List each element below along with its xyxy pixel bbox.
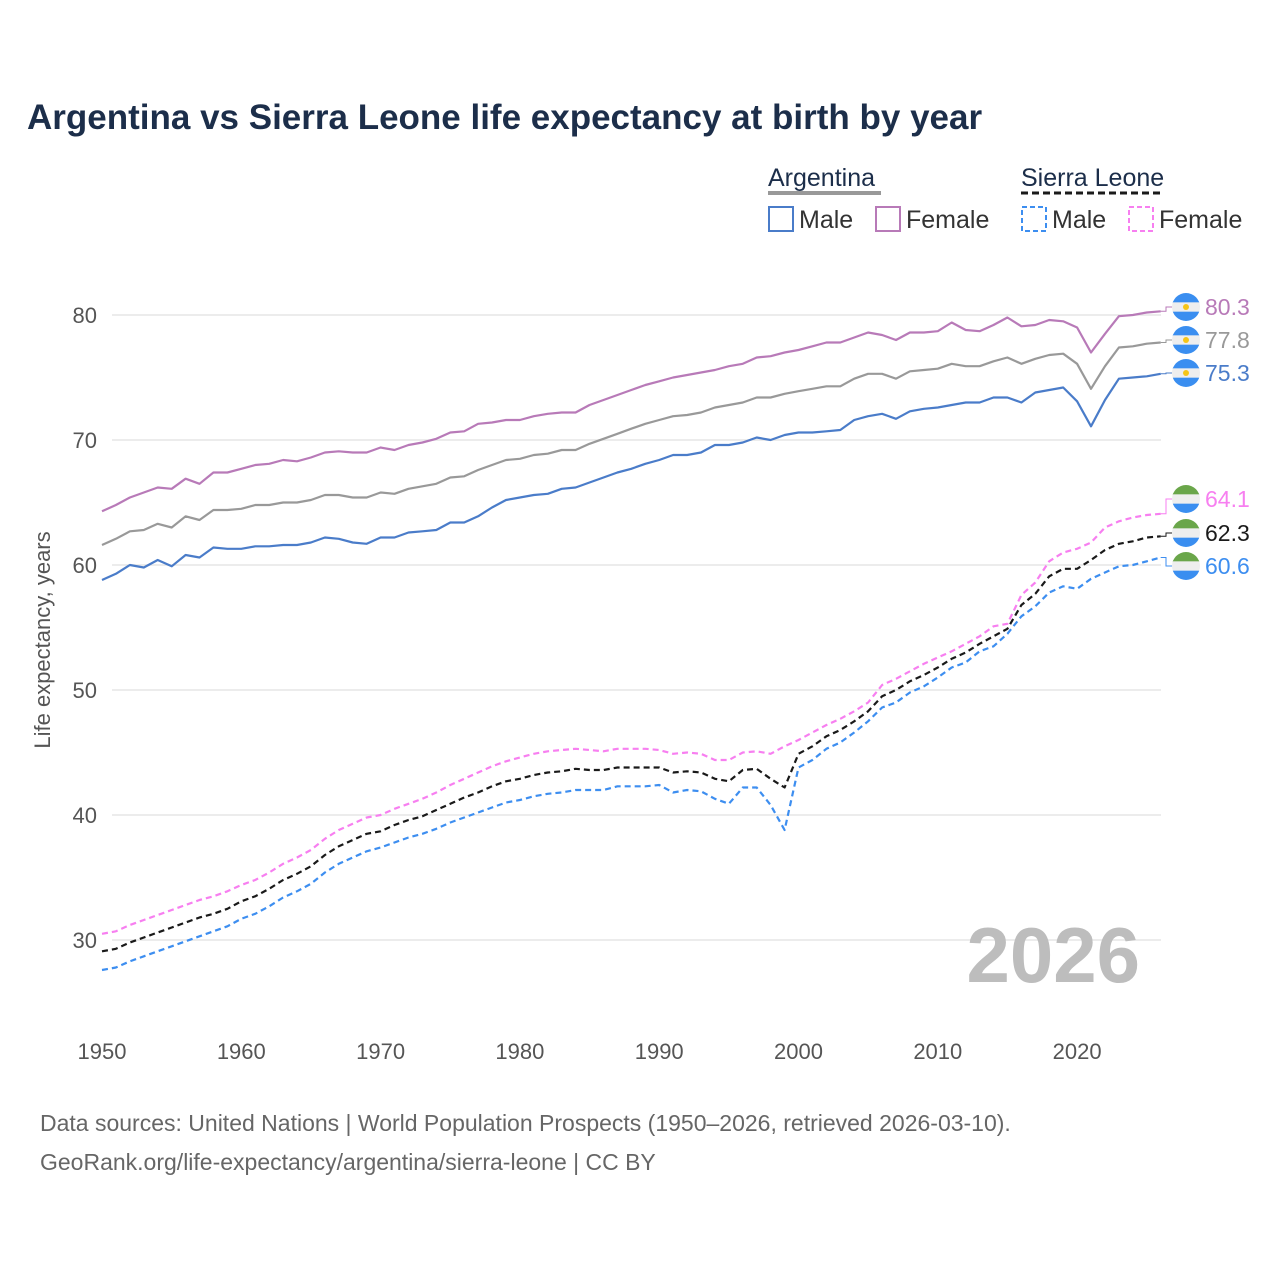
legend: Argentina Male Female Sierra Leone Male … <box>768 164 1242 234</box>
y-tick-label: 40 <box>73 803 97 828</box>
legend-swatch-sierra-leone-male <box>1021 206 1047 232</box>
legend-swatch-argentina-male <box>768 206 794 232</box>
year-watermark: 2026 <box>966 911 1140 999</box>
y-tick-label: 70 <box>73 428 97 453</box>
x-tick-label: 1960 <box>217 1039 266 1064</box>
x-tick-label: 2020 <box>1053 1039 1102 1064</box>
series-line-argentina-female[interactable] <box>101 310 1161 513</box>
end-value-label: 64.1 <box>1205 486 1250 512</box>
y-tick-label: 50 <box>73 678 97 703</box>
legend-group-argentina[interactable]: Argentina <box>768 164 875 192</box>
legend-swatch-argentina-female <box>875 206 901 232</box>
legend-group-sierra-leone[interactable]: Sierra Leone <box>1021 164 1164 192</box>
leader-line <box>1160 532 1172 537</box>
x-tick-label: 2000 <box>774 1039 823 1064</box>
chart-title: Argentina vs Sierra Leone life expectanc… <box>27 98 982 137</box>
series-line-sierra-leone-male[interactable] <box>101 556 1161 972</box>
x-tick-label: 2010 <box>913 1039 962 1064</box>
leader-line <box>1160 372 1172 375</box>
y-ticks: 30 40 50 60 70 80 <box>73 303 97 953</box>
end-labels: 80.3 77.8 75.3 64.1 62.3 60.6 <box>1160 293 1250 580</box>
x-tick-label: 1990 <box>635 1039 684 1064</box>
source-text: Data sources: United Nations | World Pop… <box>40 1110 1011 1136</box>
end-value-label: 62.3 <box>1205 520 1250 546</box>
end-value-label: 60.6 <box>1205 553 1250 579</box>
y-tick-label: 30 <box>73 928 97 953</box>
end-value-label: 75.3 <box>1205 360 1250 386</box>
leader-line <box>1160 306 1172 312</box>
y-tick-label: 60 <box>73 553 97 578</box>
argentina-flag-icon <box>1172 293 1200 321</box>
end-value-label: 77.8 <box>1205 327 1250 353</box>
leader-line <box>1160 498 1172 515</box>
legend-argentina-female[interactable]: Female <box>906 206 989 234</box>
x-tick-label: 1970 <box>356 1039 405 1064</box>
x-ticks: 1950 1960 1970 1980 1990 2000 2010 2020 <box>78 1039 1102 1064</box>
legend-sierra-leone-female[interactable]: Female <box>1159 206 1242 234</box>
legend-sierra-leone-male[interactable]: Male <box>1052 206 1106 234</box>
series-line-argentina-total[interactable] <box>101 341 1161 547</box>
leader-line <box>1160 557 1172 567</box>
x-tick-label: 1980 <box>495 1039 544 1064</box>
leader-line <box>1160 339 1172 343</box>
gridlines <box>112 314 1161 941</box>
end-value-label: 80.3 <box>1205 294 1250 320</box>
sierra-leone-flag-icon <box>1172 485 1200 513</box>
sierra-leone-flag-icon <box>1172 519 1200 547</box>
legend-argentina-male[interactable]: Male <box>799 206 853 234</box>
y-axis-label: Life expectancy, years <box>30 531 55 748</box>
source-url[interactable]: GeoRank.org/life-expectancy/argentina/si… <box>40 1149 656 1175</box>
argentina-flag-icon <box>1172 326 1200 354</box>
argentina-flag-icon <box>1172 359 1200 387</box>
sierra-leone-flag-icon <box>1172 552 1200 580</box>
x-tick-label: 1950 <box>78 1039 127 1064</box>
series-line-sierra-leone-total[interactable] <box>101 535 1161 953</box>
series-line-sierra-leone-female[interactable] <box>101 512 1161 935</box>
legend-swatch-sierra-leone-female <box>1128 206 1154 232</box>
series-lines <box>101 310 1161 972</box>
series-line-argentina-male[interactable] <box>101 372 1161 582</box>
y-tick-label: 80 <box>73 303 97 328</box>
